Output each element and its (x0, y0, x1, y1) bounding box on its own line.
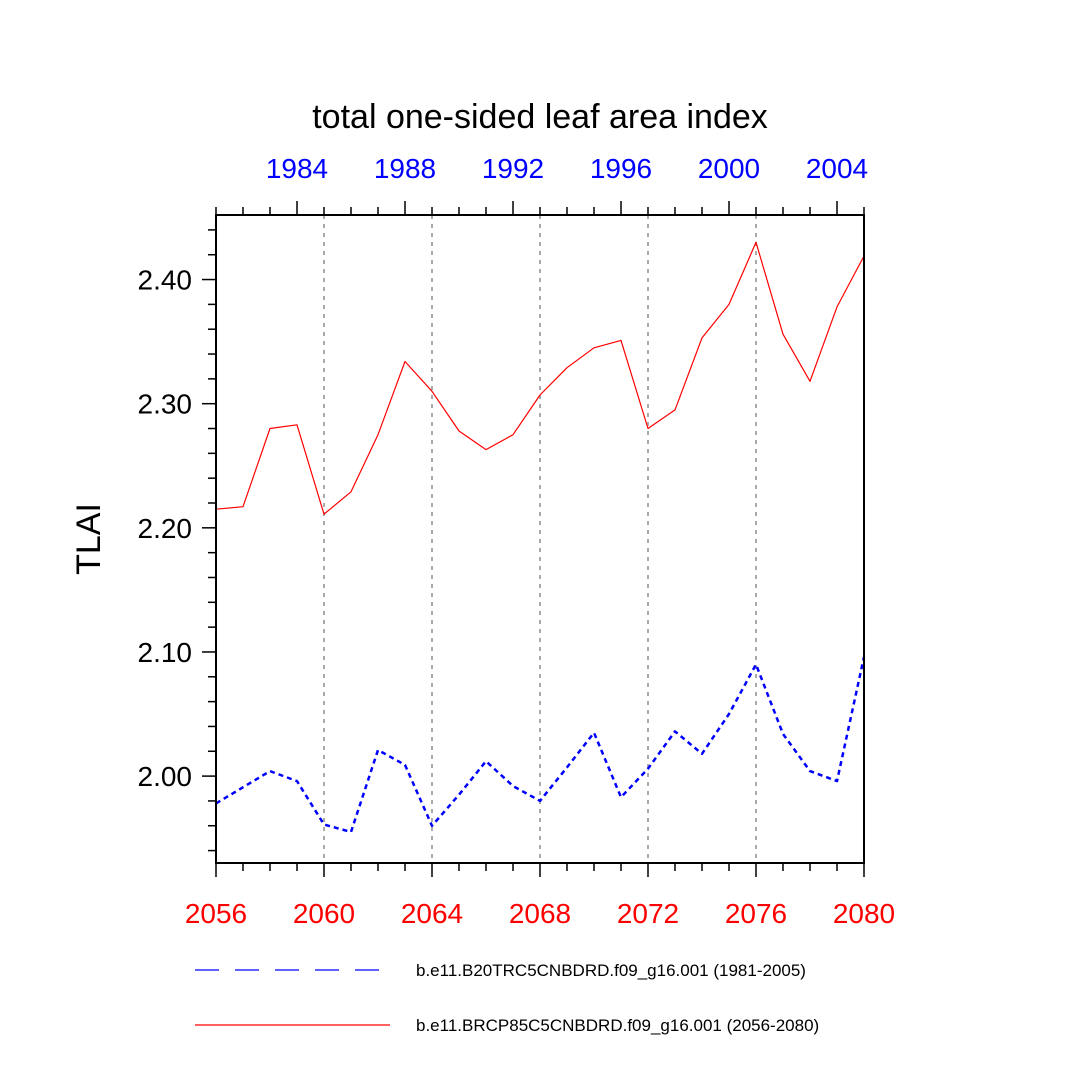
series-line-future (215, 241, 865, 515)
y-tick-label: 2.10 (138, 637, 193, 668)
x-tick-label-bottom: 2076 (725, 898, 787, 929)
x-tick-label-top: 1992 (482, 153, 544, 184)
x-tick-label-top: 1988 (374, 153, 436, 184)
x-tick-label-bottom: 2060 (293, 898, 355, 929)
x-tick-label-top: 1984 (266, 153, 328, 184)
y-tick-label: 2.40 (138, 265, 193, 296)
tick-labels: 2056 2060 2064 2068 2072 2076 2080 1984 1988 1992… (138, 153, 896, 929)
x-tick-label-bottom: 2064 (401, 898, 463, 929)
series-line-historical (215, 656, 866, 834)
x-tick-label-bottom: 2056 (185, 898, 247, 929)
legend: b.e11.B20TRC5CNBDRD.f09_g16.001 (1981-20… (195, 961, 819, 1035)
axis-ticks (202, 201, 865, 877)
x-tick-label-bottom: 2072 (617, 898, 679, 929)
x-tick-label-bottom: 2068 (509, 898, 571, 929)
y-tick-label: 2.00 (138, 761, 193, 792)
legend-label: b.e11.B20TRC5CNBDRD.f09_g16.001 (1981-20… (416, 961, 806, 980)
gridlines (323, 215, 757, 863)
series-lines (215, 241, 866, 834)
x-tick-label-top: 2004 (806, 153, 868, 184)
y-tick-label: 2.20 (138, 513, 193, 544)
chart-title: total one-sided leaf area index (312, 98, 768, 136)
y-tick-label: 2.30 (138, 389, 193, 420)
x-tick-label-bottom: 2080 (833, 898, 895, 929)
y-axis-label: TLAI (70, 503, 108, 575)
legend-label: b.e11.BRCP85C5CNBDRD.f09_g16.001 (2056-2… (416, 1016, 819, 1035)
x-tick-label-top: 2000 (698, 153, 760, 184)
x-tick-label-top: 1996 (590, 153, 652, 184)
